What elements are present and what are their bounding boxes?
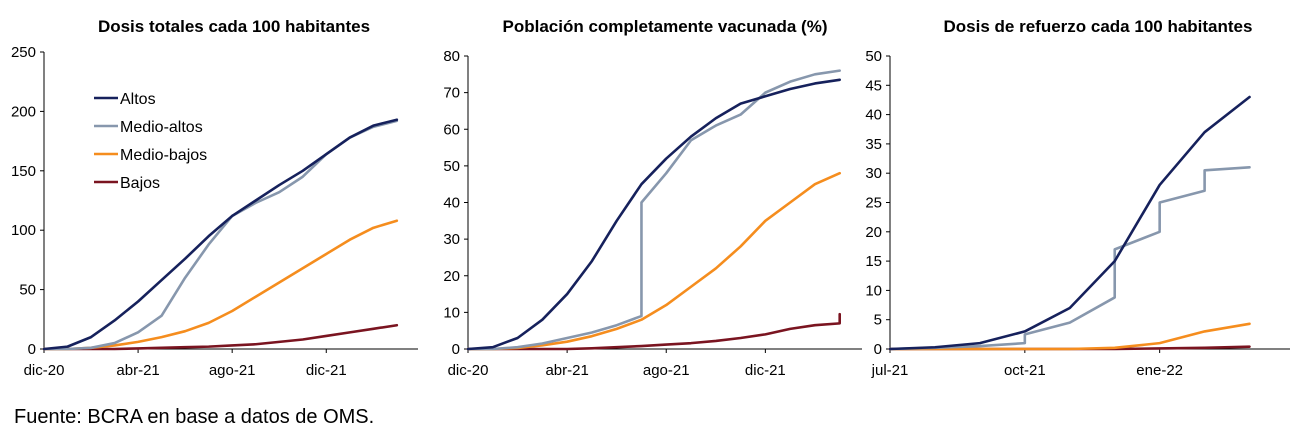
y-tick-label: 50 xyxy=(443,158,460,175)
legend-label: Medio-altos xyxy=(120,119,203,136)
series-line-medio-bajos xyxy=(466,171,841,351)
chart-panel-3: Dosis de refuerzo cada 100 habitantes 0 5 1… xyxy=(865,17,1290,379)
y-tick-label: 150 xyxy=(11,163,36,180)
panel-title: Población completamente vacunada (%) xyxy=(503,17,828,36)
x-tick-label: dic-21 xyxy=(745,362,786,379)
series-line-medio-altos xyxy=(888,166,1251,351)
x-tick-label: dic-20 xyxy=(24,362,65,379)
series-line-medio-bajos xyxy=(888,322,1251,351)
x-tick-label: abr-21 xyxy=(545,362,588,379)
series-line-altos xyxy=(466,78,841,351)
panel-title: Dosis totales cada 100 habitantes xyxy=(98,17,370,36)
y-tick-label: 15 xyxy=(865,253,882,270)
x-tick-label: ene-22 xyxy=(1136,362,1183,379)
y-tick-label: 70 xyxy=(443,85,460,102)
y-tick-label: 50 xyxy=(865,48,882,65)
y-tick-label: 0 xyxy=(28,341,36,358)
y-tick-label: 250 xyxy=(11,44,36,61)
y-tick-label: 200 xyxy=(11,103,36,120)
y-tick-label: 25 xyxy=(865,195,882,212)
y-tick-label: 20 xyxy=(865,224,882,241)
chart-panel-2: Población completamente vacunada (%) 0 10 2… xyxy=(443,17,862,379)
series-line-medio-bajos xyxy=(42,219,399,351)
chart-legend: Altos Medio-altos Medio-bajos Bajos xyxy=(94,91,207,192)
y-tick-label: 35 xyxy=(865,136,882,153)
legend-label: Altos xyxy=(120,91,156,108)
y-tick-label: 30 xyxy=(443,231,460,248)
x-tick-label: oct-21 xyxy=(1004,362,1046,379)
y-tick-label: 30 xyxy=(865,165,882,182)
legend-label: Bajos xyxy=(120,175,160,192)
series-line-bajos xyxy=(42,323,399,351)
source-note: Fuente: BCRA en base a datos de OMS. xyxy=(14,406,375,428)
legend-label: Medio-bajos xyxy=(120,147,207,164)
x-tick-label: dic-20 xyxy=(448,362,489,379)
y-tick-label: 10 xyxy=(865,282,882,299)
series-line-medio-altos xyxy=(466,69,841,351)
x-tick-label: ago-21 xyxy=(209,362,256,379)
y-tick-label: 0 xyxy=(874,341,882,358)
y-tick-label: 40 xyxy=(865,107,882,124)
series-line-altos xyxy=(42,118,399,351)
y-tick-label: 5 xyxy=(874,312,882,329)
y-tick-label: 10 xyxy=(443,304,460,321)
y-tick-label: 80 xyxy=(443,48,460,65)
y-tick-label: 20 xyxy=(443,268,460,285)
x-tick-label: dic-21 xyxy=(306,362,347,379)
y-tick-label: 100 xyxy=(11,222,36,239)
charts-figure: Dosis totales cada 100 habitantes0501001… xyxy=(11,17,1290,379)
y-tick-label: 60 xyxy=(443,121,460,138)
y-tick-label: 40 xyxy=(443,195,460,212)
y-tick-label: 50 xyxy=(19,282,36,299)
series-line-bajos xyxy=(466,312,842,351)
y-tick-label: 0 xyxy=(452,341,460,358)
y-tick-label: 45 xyxy=(865,77,882,94)
x-tick-label: abr-21 xyxy=(116,362,159,379)
x-tick-label: jul-21 xyxy=(871,362,909,379)
chart-panel-1: Dosis totales cada 100 habitantes 0 50 100 1… xyxy=(11,17,418,379)
x-tick-label: ago-21 xyxy=(643,362,690,379)
panel-title: Dosis de refuerzo cada 100 habitantes xyxy=(944,17,1253,36)
series-line-altos xyxy=(888,95,1251,351)
